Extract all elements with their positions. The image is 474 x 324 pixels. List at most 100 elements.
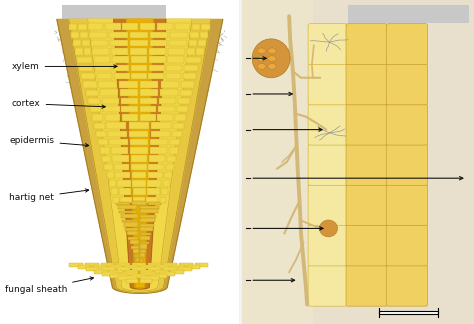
Bar <box>161 81 179 88</box>
Bar <box>131 73 146 79</box>
Bar <box>194 263 209 267</box>
Bar <box>176 106 188 112</box>
Bar <box>109 265 122 269</box>
Bar <box>178 98 191 104</box>
Bar <box>117 267 130 272</box>
Bar <box>151 131 170 137</box>
Bar <box>112 156 129 162</box>
Bar <box>124 265 138 269</box>
Bar <box>186 265 200 269</box>
Bar <box>160 197 166 203</box>
Bar <box>106 122 127 129</box>
Bar <box>148 172 163 179</box>
Text: cortex: cortex <box>12 99 105 108</box>
Bar <box>132 267 146 272</box>
Ellipse shape <box>268 56 276 62</box>
Bar <box>192 24 201 30</box>
Bar <box>130 274 147 278</box>
Bar <box>83 81 97 88</box>
Bar <box>148 73 164 79</box>
Text: epidermis: epidermis <box>9 136 89 147</box>
Bar <box>140 250 146 253</box>
Bar <box>140 236 150 240</box>
Bar <box>119 211 137 214</box>
FancyBboxPatch shape <box>346 104 387 145</box>
FancyBboxPatch shape <box>386 185 428 226</box>
Bar <box>92 48 109 55</box>
Bar <box>148 263 162 267</box>
Bar <box>131 164 147 170</box>
FancyBboxPatch shape <box>386 104 428 145</box>
Bar <box>84 48 91 55</box>
Bar <box>111 48 128 55</box>
Bar <box>140 89 158 96</box>
Ellipse shape <box>319 220 337 237</box>
FancyBboxPatch shape <box>346 64 387 105</box>
Bar <box>0 0 239 324</box>
Bar <box>112 56 129 63</box>
Bar <box>173 122 184 129</box>
Bar <box>184 65 199 71</box>
Bar <box>88 23 103 30</box>
Bar <box>78 265 91 269</box>
Bar <box>179 267 192 272</box>
Bar <box>109 32 128 38</box>
Bar <box>108 131 127 137</box>
Bar <box>171 270 184 274</box>
Bar <box>150 32 168 38</box>
Bar <box>140 279 152 283</box>
FancyBboxPatch shape <box>346 265 387 306</box>
Bar <box>166 65 182 71</box>
Bar <box>101 267 115 272</box>
Bar <box>189 40 197 46</box>
Bar <box>149 65 165 71</box>
Bar <box>379 311 438 314</box>
Bar <box>172 131 182 137</box>
Bar <box>140 218 155 222</box>
Bar <box>125 270 138 274</box>
Bar <box>132 172 146 179</box>
Bar <box>114 164 129 170</box>
Bar <box>99 81 117 88</box>
Bar <box>115 172 130 179</box>
Bar <box>114 73 129 79</box>
Bar <box>149 147 167 154</box>
Bar <box>140 276 159 280</box>
Bar <box>133 197 145 203</box>
Text: xylem: xylem <box>12 62 117 71</box>
Bar <box>140 224 154 226</box>
FancyBboxPatch shape <box>386 145 428 185</box>
Bar <box>77 57 92 63</box>
Bar <box>88 98 100 104</box>
Bar <box>122 114 138 121</box>
FancyBboxPatch shape <box>386 265 428 306</box>
Bar <box>122 23 138 30</box>
Bar <box>149 48 166 55</box>
FancyBboxPatch shape <box>386 64 428 105</box>
Bar <box>130 48 147 55</box>
Bar <box>174 23 190 30</box>
Bar <box>159 98 176 104</box>
Bar <box>140 98 157 104</box>
Bar <box>89 32 108 38</box>
FancyBboxPatch shape <box>386 225 428 266</box>
Bar <box>150 139 168 145</box>
Bar <box>147 188 160 195</box>
Bar <box>164 172 172 179</box>
Bar <box>186 57 201 63</box>
Bar <box>121 106 138 112</box>
Bar <box>140 265 154 269</box>
FancyBboxPatch shape <box>346 24 387 64</box>
Bar <box>111 189 118 195</box>
Bar <box>122 220 138 222</box>
Bar <box>102 272 118 276</box>
Bar <box>168 48 185 55</box>
Bar <box>198 40 206 46</box>
Bar <box>124 223 138 226</box>
Bar <box>196 48 204 55</box>
Ellipse shape <box>257 48 266 54</box>
Bar <box>140 209 158 214</box>
Bar <box>117 180 131 187</box>
Bar <box>128 237 138 240</box>
Bar <box>92 114 103 121</box>
